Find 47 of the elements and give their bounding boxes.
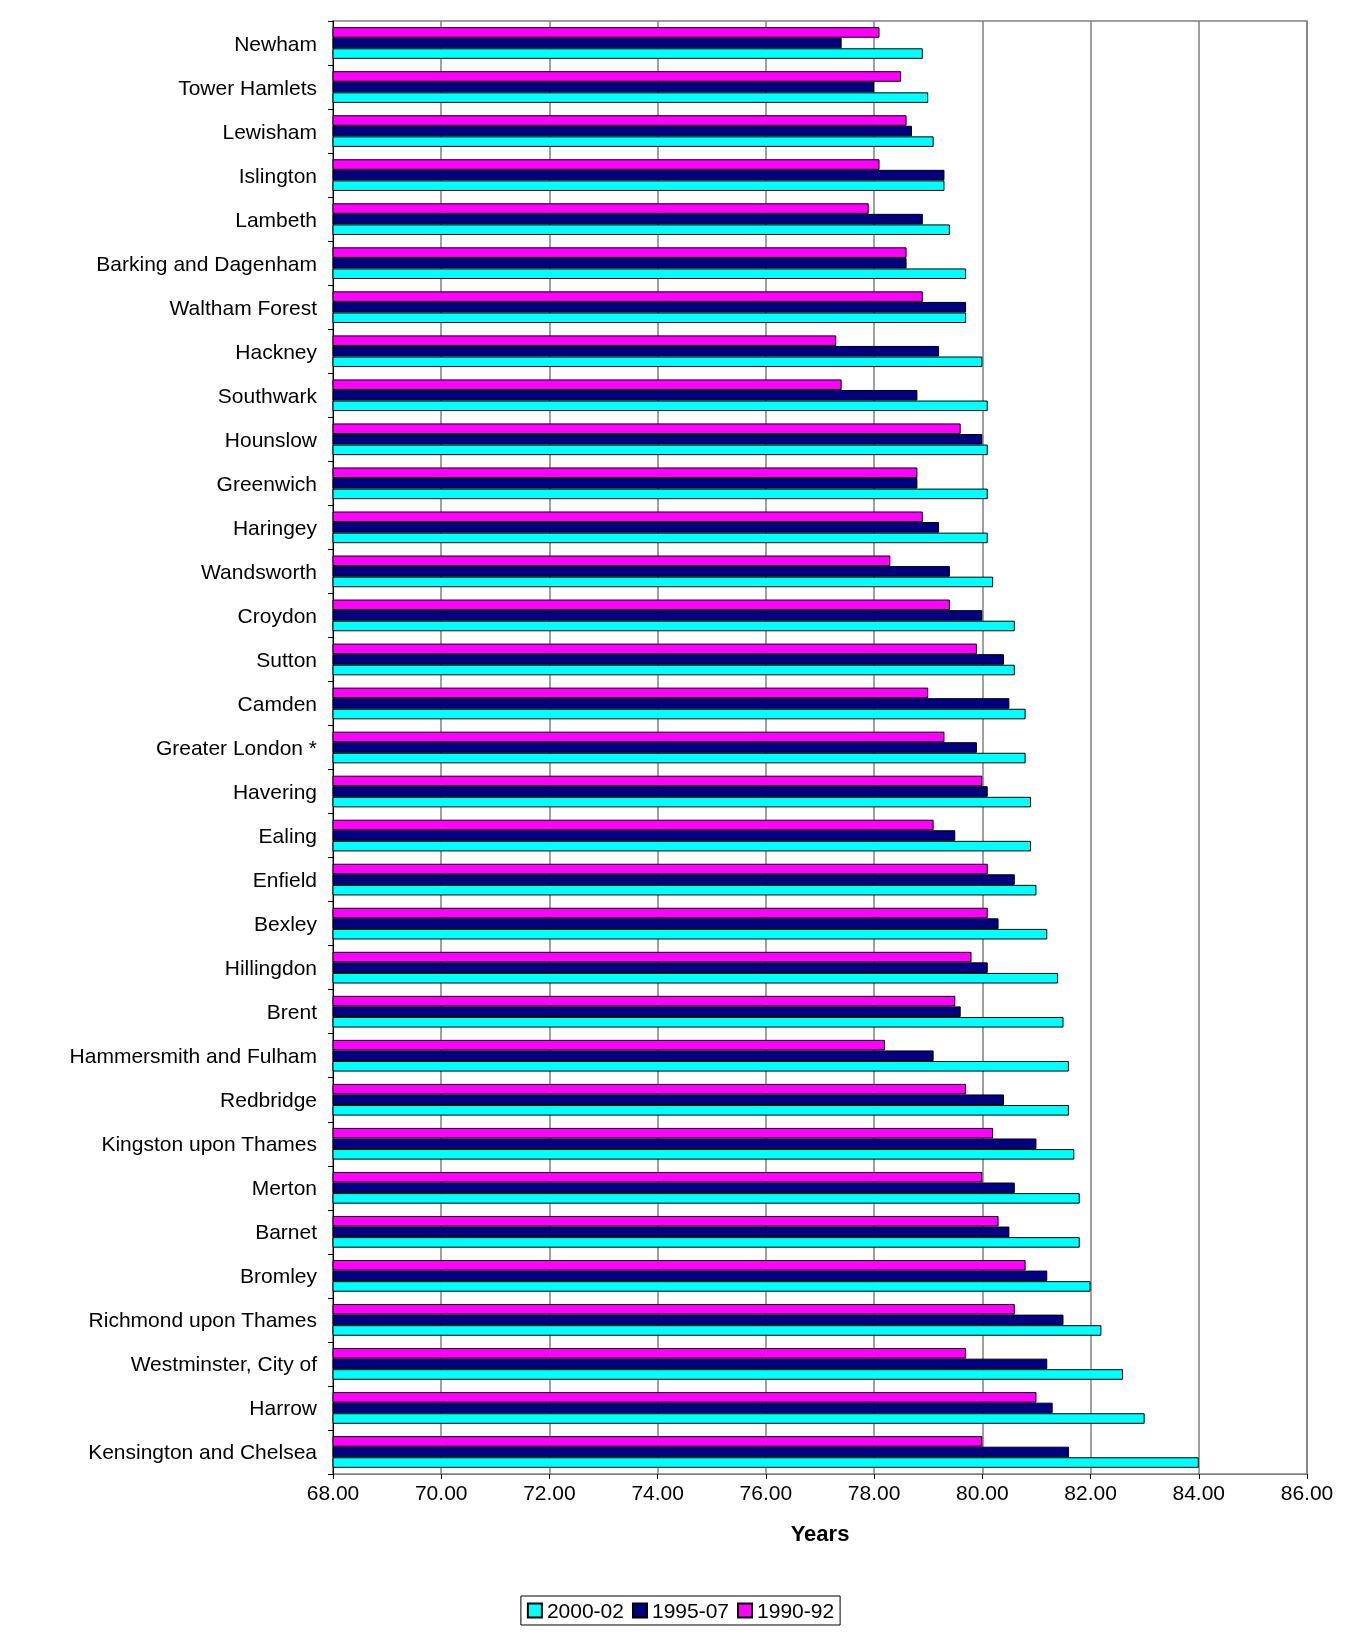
y-tick-label: Ealing (258, 824, 317, 848)
x-tick-label: 82.00 (1064, 1481, 1117, 1504)
y-tick-label: Redbridge (220, 1088, 317, 1112)
y-tick-label: Lambeth (235, 207, 317, 231)
x-axis-title: Years (790, 1520, 850, 1546)
x-tick-label: 86.00 (1280, 1481, 1334, 1504)
x-tick-label: 74.00 (631, 1481, 684, 1504)
y-tick-label: Haringey (232, 515, 318, 539)
y-tick-label: Hammersmith and Fulham (69, 1044, 317, 1068)
y-tick-label: Brent (266, 1000, 318, 1024)
y-tick-label: Bexley (253, 912, 318, 936)
y-tick-label: Greenwich (216, 471, 317, 495)
y-tick-label: Southwark (217, 383, 318, 407)
x-tick-label: 80.00 (956, 1481, 1009, 1504)
y-tick-label: Waltham Forest (169, 295, 318, 319)
y-tick-label: Wandsworth (201, 559, 317, 583)
x-tick-label: 68.00 (306, 1481, 360, 1504)
y-tick-label: Barking and Dagenham (96, 251, 317, 275)
x-tick-label: 84.00 (1172, 1481, 1226, 1504)
y-tick-label: Kensington and Chelsea (88, 1440, 318, 1464)
y-tick-label: Islington (238, 163, 317, 187)
x-tick-label: 70.00 (414, 1481, 468, 1504)
legend-label: 1995-07 (651, 1599, 730, 1622)
y-tick-label: Greater London * (155, 736, 317, 759)
y-tick-label: Hounslow (224, 427, 318, 451)
y-tick-label: Tower Hamlets (178, 75, 317, 99)
y-tick-label: Croydon (237, 603, 317, 627)
y-tick-label: Barnet (255, 1220, 318, 1244)
y-tick-label: Hackney (235, 339, 318, 363)
x-tick-label: 72.00 (523, 1481, 576, 1504)
legend-label: 1990-92 (757, 1599, 835, 1622)
y-tick-label: Lewisham (222, 119, 317, 143)
y-tick-label: Kingston upon Thames (101, 1132, 317, 1156)
x-tick-label: 78.00 (847, 1481, 901, 1504)
y-tick-label: Havering (232, 780, 317, 804)
y-tick-label: Sutton (256, 647, 317, 671)
y-tick-label: Bromley (239, 1264, 318, 1288)
y-tick-label: Enfield (252, 868, 317, 892)
y-tick-label: Richmond upon Thames (88, 1308, 317, 1332)
legend-label: 2000-02 (546, 1599, 624, 1622)
y-tick-label: Harrow (249, 1396, 318, 1420)
y-tick-label: Camden (237, 691, 317, 715)
y-tick-label: Newham (234, 31, 317, 55)
x-tick-label: 76.00 (739, 1481, 793, 1504)
y-tick-label: Hillingdon (224, 956, 317, 980)
y-tick-label: Merton (251, 1176, 317, 1200)
y-tick-label: Westminster, City of (130, 1352, 318, 1376)
